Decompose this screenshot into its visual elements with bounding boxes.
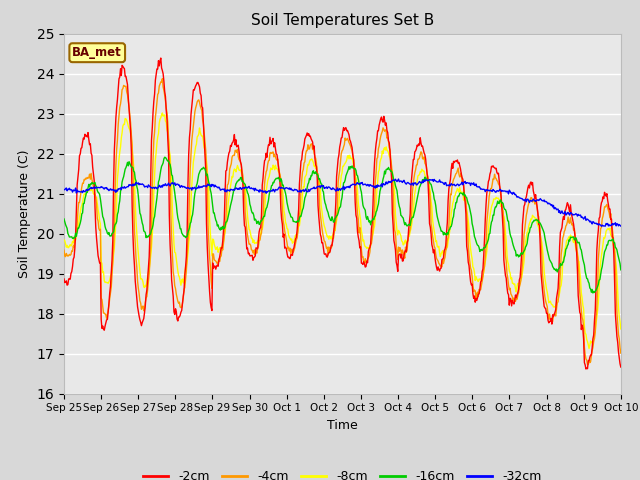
Legend: -2cm, -4cm, -8cm, -16cm, -32cm: -2cm, -4cm, -8cm, -16cm, -32cm: [138, 465, 547, 480]
X-axis label: Time: Time: [327, 419, 358, 432]
Y-axis label: Soil Temperature (C): Soil Temperature (C): [18, 149, 31, 278]
Title: Soil Temperatures Set B: Soil Temperatures Set B: [251, 13, 434, 28]
Text: BA_met: BA_met: [72, 46, 122, 59]
